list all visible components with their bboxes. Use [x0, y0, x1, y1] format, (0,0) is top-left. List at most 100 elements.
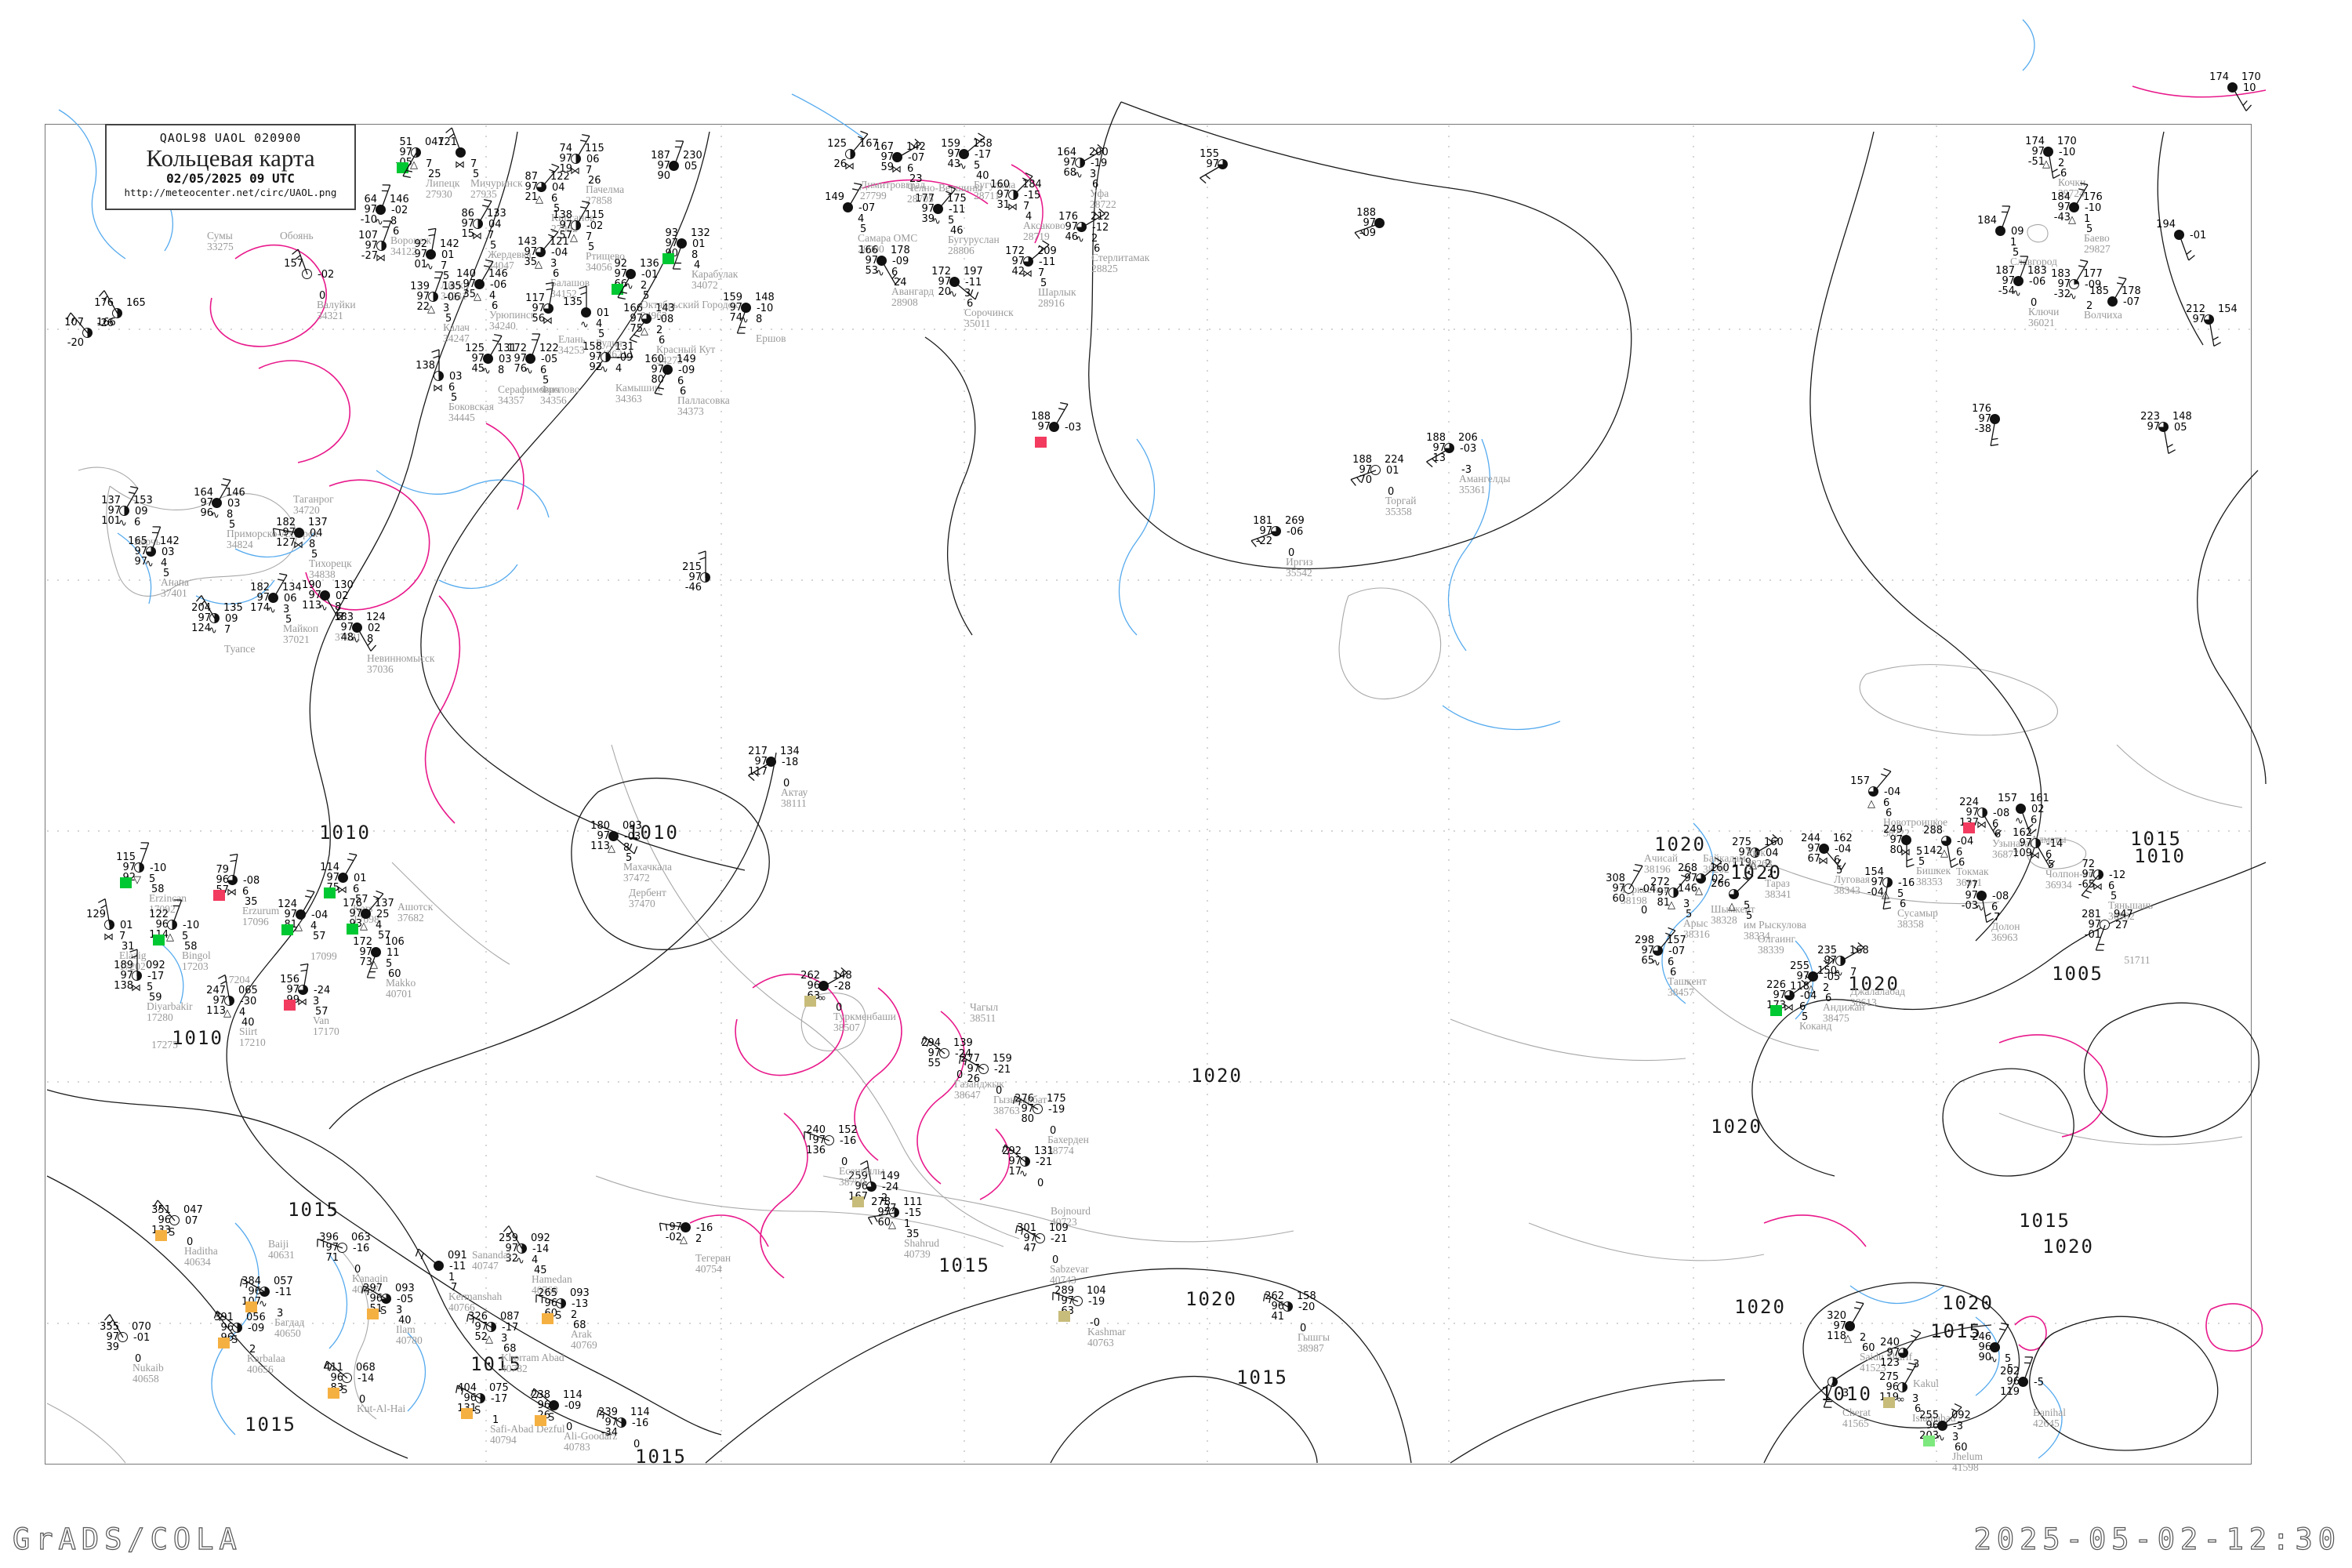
wind-barb-icon: [545, 281, 554, 310]
precip-square-icon: [612, 284, 623, 295]
wind-barb-icon: [357, 627, 377, 652]
isobar-label-1015: 1015: [635, 1446, 687, 1468]
wind-barb-icon: [672, 243, 683, 270]
wind-barb-icon: [2023, 1356, 2034, 1383]
station-plot-Мичуринск: 121 7 5 ⋈ Мичуринск 27935: [426, 118, 523, 200]
station-plot-Bingol: 122 96 114 -10 5 58 △ Bingol 17203: [137, 890, 211, 972]
wind-barb-icon: [897, 138, 921, 158]
wind-barb-icon: [1250, 531, 1277, 547]
isobar-label-1015: 1015: [288, 1199, 339, 1221]
wind-barb-icon: [1052, 1291, 1079, 1302]
cloud-cover-icon: [1073, 1296, 1083, 1306]
coastlines: [46, 224, 2243, 1464]
precip-square-icon: [328, 1388, 339, 1399]
station-plot-Газанджык: 294 97 55 139 -24 0 Газанджык 38647: [909, 1018, 1004, 1101]
wind-barb-icon: [1001, 1144, 1026, 1163]
station-plot-Валуйки: 157 -02 0 Валуйки 34321: [272, 239, 356, 321]
wind-barb-icon: [2232, 87, 2252, 111]
station-plot-Туркестан: Туркестан 38198: [1621, 884, 1667, 906]
wind-barb-icon: [2209, 319, 2221, 347]
wind-barb-icon: [445, 127, 462, 154]
station-plot-Бишкек: 249 97 80 5 5 ⋈ Бишкек 38353: [1871, 805, 1951, 887]
station-plot: 174 170 10: [2198, 53, 2268, 123]
cloud-cover-icon: [456, 147, 466, 158]
station-plot-Рудня: 135 01 4 5 ∿ Рудня 34262: [551, 278, 622, 360]
station-plot-Сусамыр: 154 97 -04 -16 5 6 △ Сусамыр 38358: [1853, 848, 1938, 930]
station-plot-Гызыларбат: 277 97 26 159 -21 0 Гызыларбат 38763: [949, 1034, 1047, 1116]
precip-square-icon: [461, 1408, 473, 1419]
wind-barb-icon: [1354, 223, 1381, 239]
cloud-cover-icon: [381, 1294, 391, 1304]
wind-barb-icon: [1628, 863, 1643, 890]
station-plot-Kars: 114 97 75 01 6 57 ⋈ Kars 17098: [308, 843, 379, 925]
wind-barb-icon: [613, 836, 638, 855]
cloud-cover-icon: [434, 1261, 444, 1271]
station-plot-Kakul: 240 97 123 3 Kakul: [1868, 1318, 1939, 1389]
wind-barb-icon: [1873, 768, 1892, 793]
cloud-cover-icon: [434, 371, 444, 381]
station-plot-Боковская: 138 03 6 5 ⋈ Боковская 34445: [404, 341, 494, 423]
station-plot-Kanaqin: 396 97 71 063 -16 0 Kanaqin 40637: [307, 1213, 388, 1295]
station-plot-Славгород: 184 09 1 5 Славгород: [1965, 196, 2057, 267]
station-plot-Туапсе: 204 97 124 135 09 7 ∿ Туапсе: [180, 583, 255, 655]
wind-barb-icon: [103, 1314, 124, 1338]
station-plot-Ачисай: Ачисай 38196: [1644, 852, 1679, 875]
cloud-cover-icon: [1784, 990, 1795, 1000]
cloud-cover-icon: [1941, 836, 1951, 846]
station-plot-Arak: 265 96 60 093 -13 2 68 Ѕ Arak 40769: [526, 1269, 597, 1351]
wind-barb-icon: [433, 271, 444, 298]
station-plot-Kermanshah: 091 -11 1 7 Kermanshah 40766: [404, 1231, 502, 1313]
wind-barb-icon: [748, 761, 772, 782]
station-plot-Аксаково: 160 97 31 184 -15 7 4 ⋈ Аксаково 28719: [978, 160, 1065, 242]
timestamp: 2025-05-02-12:30: [1973, 1522, 2341, 1556]
wind-barb-icon: [2000, 205, 2011, 232]
cloud-cover-icon: [571, 220, 581, 230]
wind-barb-icon: [380, 184, 391, 211]
isobar-label-1015: 1015: [2130, 828, 2182, 850]
precip-square-icon: [1883, 1397, 1895, 1408]
station-plot: 187 97 90 230 05: [639, 131, 710, 201]
station-plot: 246 96 90 5 5 ∿: [1960, 1312, 2031, 1383]
wind-barb-icon: [850, 130, 869, 155]
cloud-cover-icon: [556, 1298, 566, 1308]
wind-barb-icon: [1262, 1293, 1289, 1308]
cloud-cover-icon: [2069, 202, 2079, 212]
cloud-cover-icon: [486, 1322, 496, 1332]
station-plot: 259 96 167 149 -24 2 27: [837, 1152, 907, 1222]
station-plot-Актау: 217 97 117 134 -18 0 Актау 38111: [736, 727, 808, 809]
cloud-cover-icon: [581, 307, 591, 318]
wind-barb-icon: [1054, 401, 1069, 428]
wind-barb-icon: [2074, 259, 2089, 285]
station-plot-Дербент: Дербент 37470: [629, 887, 666, 909]
cloud-cover-icon: [296, 909, 306, 920]
station-plot-Baiji: Baiji 40631: [268, 1238, 295, 1261]
precip-square-icon: [281, 924, 293, 935]
cloud-cover-icon: [134, 862, 144, 873]
wind-barb-icon: [1840, 942, 1864, 962]
cloud-cover-icon: [1023, 256, 1033, 267]
cloud-cover-icon: [426, 249, 436, 260]
station-plot-Калач: 139 97 22 135 -06 3 5 △ Калач 34247: [398, 262, 470, 344]
station-plot-Siirt: 247 97 113 065 -30 4 40 △ Siirt 17210: [194, 966, 266, 1048]
station-plot-Коканд: 226 97 173 -04 6 5 ⋈ Коканд: [1755, 960, 1832, 1032]
station-plot-Ртищево: 138 97 57 115 -02 7 5 △ Ртищево 34056: [541, 191, 625, 273]
wind-barb-icon: [427, 227, 437, 256]
station-plot-Чагыл: Чагыл 38511: [970, 1001, 999, 1024]
station-plot-Стерлитамак: 176 97 46 212 -12 2 6 ∿ Стерлитамак 28825: [1047, 192, 1149, 274]
wind-barb-icon: [596, 1409, 622, 1424]
cloud-cover-icon: [483, 354, 493, 364]
station-plot-Hamedan: 259 97 32 092 -14 4 45 ∿ Hamedan 40768: [487, 1214, 572, 1296]
station-plot-Makko: 172 97 73 106 11 5 60 △ Makko 40701: [341, 917, 416, 1000]
station-plot-Волчиха: 183 97 -32 177 -09 2 ∿ Волчиха: [2039, 249, 2122, 321]
wind-barb-icon: [1981, 895, 1994, 924]
cloud-cover-icon: [224, 996, 234, 1006]
cloud-cover-icon: [227, 875, 238, 885]
station-plot-Камышин: 158 97 92 131 -09 4 ∿ Камышин 34363: [571, 322, 660, 405]
station-plot-Октябрьский Городок: 92 97 66 136 -01 2 5 ∿ Октябрьский Городок 34963: [596, 239, 739, 321]
station-plot-Сорочинск: 172 97 20 197 -11 3 6 ∿ Сорочинск 35011: [920, 247, 1014, 329]
wind-barb-icon: [216, 477, 231, 504]
station-plot-Елань: 117 97 56 ⋈ Елань 34253: [514, 274, 585, 356]
station-plot-Махачкала: 180 97 113 093 -03 8 5 △ Махачкала 37472: [579, 801, 672, 884]
station-plot-Майкоп: 182 97 174 134 06 3 5 ∿ Майкоп 37021: [238, 563, 318, 645]
